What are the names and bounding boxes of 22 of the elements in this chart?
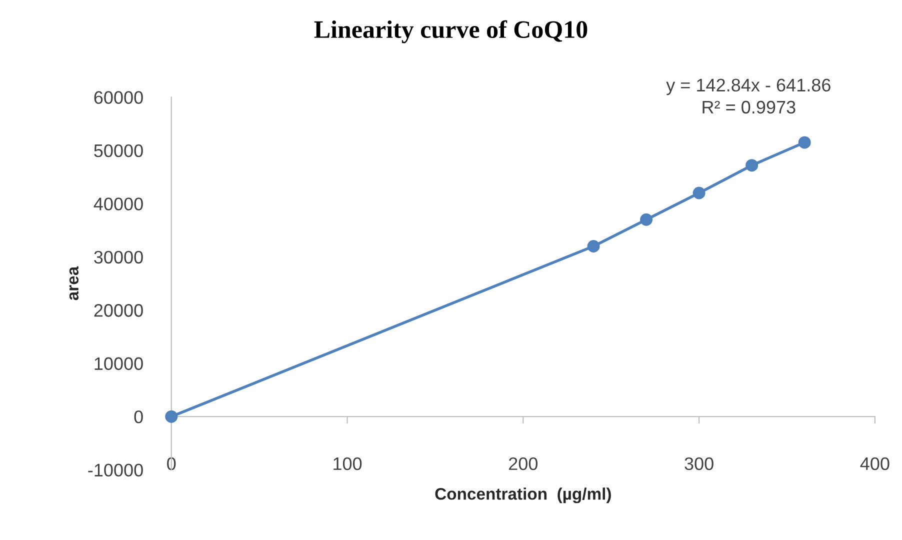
- x-tick-label: 100: [334, 457, 362, 470]
- y-tick-label: 60000: [94, 91, 143, 104]
- y-axis-title: area: [69, 266, 79, 300]
- point: [692, 186, 706, 200]
- y-tick-label: 50000: [94, 144, 143, 158]
- point: [746, 159, 758, 172]
- x-axis-title: Concentration (µg/ml): [435, 488, 611, 504]
- x-tick-label: 200: [509, 457, 538, 470]
- x-tick-label: 300: [684, 457, 714, 470]
- point: [798, 136, 811, 149]
- annotation: y = 142.84x - 641.86 R² = 0.9973: [666, 78, 830, 114]
- y-tick-label: 10000: [94, 357, 143, 370]
- chart-title: Linearity curve of CoQ10: [314, 20, 588, 44]
- y-tick-label: 0: [134, 410, 143, 424]
- x-tick-label: 400: [860, 457, 890, 470]
- point: [587, 240, 600, 252]
- point: [640, 213, 653, 226]
- y-tick-label: -10000: [88, 464, 143, 477]
- y-tick-label: 40000: [94, 198, 143, 210]
- x-tick-label: 0: [167, 457, 176, 470]
- y-tick-label: 20000: [94, 304, 143, 317]
- y-tick-label: 30000: [94, 250, 143, 264]
